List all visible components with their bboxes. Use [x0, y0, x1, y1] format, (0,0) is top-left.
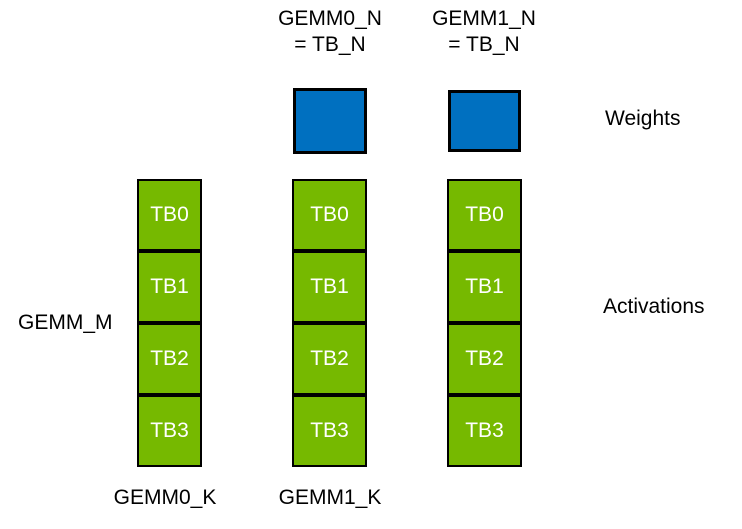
tb-cell-col0-tb3: TB3: [137, 395, 202, 467]
activation-column-2: TB0 TB1 TB2 TB3: [447, 179, 522, 467]
tb-cell-col0-tb1: TB1: [137, 251, 202, 323]
gemm1-n-label: GEMM1_N = TB_N: [404, 6, 564, 58]
weights-tile-gemm0: [293, 88, 367, 154]
weights-tile-gemm1: [448, 90, 521, 152]
gemm0-k-label: GEMM0_K: [113, 486, 217, 509]
tb-cell-col1-tb2: TB2: [292, 323, 367, 395]
gemm1-n-label-line1: GEMM1_N: [432, 7, 536, 30]
gemm-m-label: GEMM_M: [18, 311, 113, 334]
gemm1-n-label-line2: = TB_N: [448, 33, 520, 56]
gemm1-k-label: GEMM1_K: [278, 486, 382, 509]
gemm0-n-label: GEMM0_N = TB_N: [250, 6, 410, 58]
tb-cell-col2-tb1: TB1: [447, 251, 522, 323]
activation-column-1: TB0 TB1 TB2 TB3: [292, 179, 367, 467]
tb-cell-col2-tb0: TB0: [447, 179, 522, 251]
activation-column-0: TB0 TB1 TB2 TB3: [137, 179, 202, 467]
tb-cell-col1-tb0: TB0: [292, 179, 367, 251]
weights-label: Weights: [605, 107, 681, 130]
activations-label: Activations: [603, 295, 705, 318]
gemm0-n-label-line2: = TB_N: [294, 33, 366, 56]
tb-cell-col1-tb1: TB1: [292, 251, 367, 323]
tb-cell-col2-tb2: TB2: [447, 323, 522, 395]
gemm0-n-label-line1: GEMM0_N: [278, 7, 382, 30]
tb-cell-col0-tb0: TB0: [137, 179, 202, 251]
tb-cell-col1-tb3: TB3: [292, 395, 367, 467]
tb-cell-col2-tb3: TB3: [447, 395, 522, 467]
tb-cell-col0-tb2: TB2: [137, 323, 202, 395]
